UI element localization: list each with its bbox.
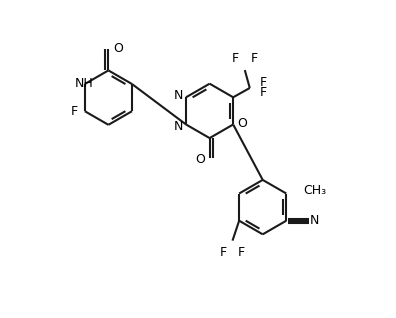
Text: F: F <box>251 52 258 65</box>
Text: O: O <box>113 42 123 55</box>
Text: N: N <box>310 214 320 227</box>
Text: N: N <box>173 89 183 102</box>
Text: NH: NH <box>75 77 93 90</box>
Text: F: F <box>260 75 267 88</box>
Text: F: F <box>260 86 267 99</box>
Text: O: O <box>238 117 248 130</box>
Text: F: F <box>238 246 246 259</box>
Text: F: F <box>70 105 78 118</box>
Text: O: O <box>195 153 205 166</box>
Text: N: N <box>173 120 183 133</box>
Text: CH₃: CH₃ <box>303 184 326 197</box>
Text: F: F <box>231 52 238 65</box>
Text: F: F <box>220 246 227 259</box>
